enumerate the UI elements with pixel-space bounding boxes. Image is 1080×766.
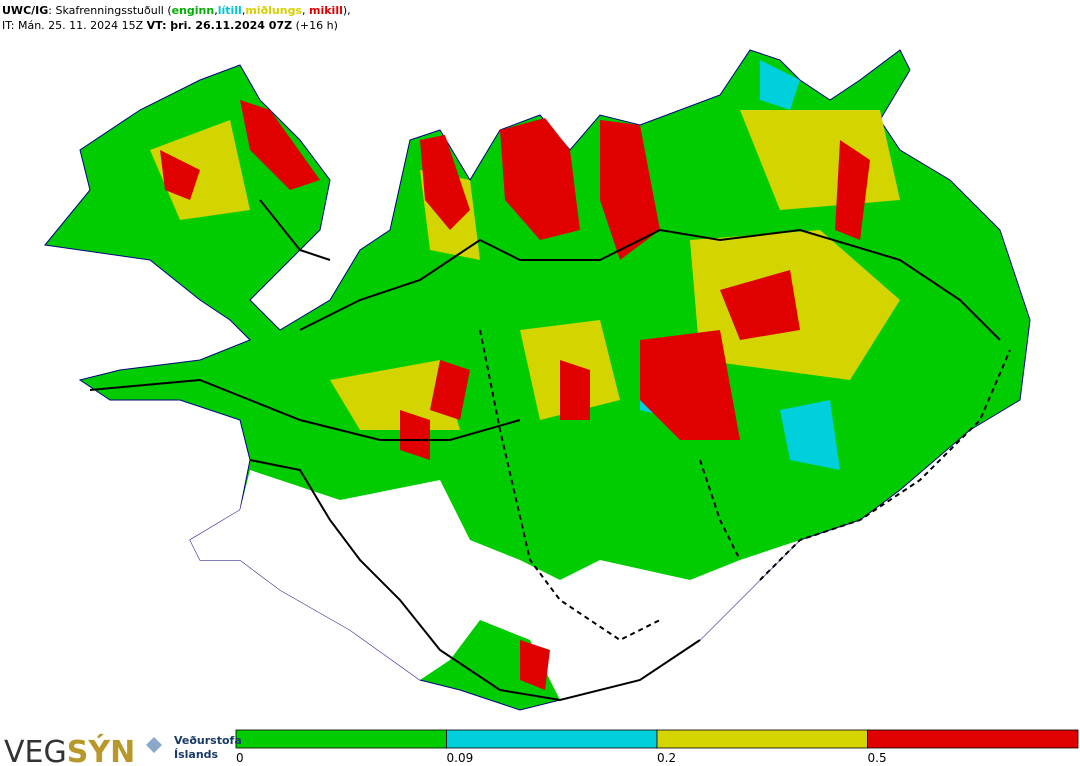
colorbar: 0 0.09 0.2 0.5	[235, 729, 1079, 765]
red-areas	[160, 100, 870, 690]
colorbar-segment	[446, 729, 658, 749]
header-text: ),	[342, 4, 351, 17]
header-line: IT: Mán. 25. 11. 2024 15Z VT: þri. 26.11…	[2, 18, 351, 33]
logo-right: SÝN	[67, 733, 135, 766]
header-text: miðlungs	[245, 4, 302, 17]
colorbar-tick-label: 0.09	[447, 751, 474, 765]
office-icon	[146, 737, 162, 753]
vegsyn-logo: VEGSÝN	[4, 733, 135, 766]
office-name: Veðurstofa	[174, 734, 242, 747]
colorbar-segment	[235, 729, 447, 749]
header-text: lítill	[217, 4, 242, 17]
colorbar-tick-label: 0	[236, 751, 244, 765]
header-text: enginn	[171, 4, 215, 17]
header-text: IT: Mán. 25. 11. 2024 15Z	[2, 19, 147, 32]
logo-left: VEG	[4, 735, 67, 766]
roads	[89, 199, 1011, 702]
header-text: UWC/IG	[2, 4, 49, 17]
header-text: mikill	[309, 4, 343, 17]
colorbar-tick-label: 0.5	[868, 751, 887, 765]
header-text: (+16 h)	[292, 19, 338, 32]
header-text: VT: þri. 26.11.2024 07Z	[146, 19, 293, 32]
header: UWC/IG: Skafrenningsstuðull (enginn,líti…	[2, 3, 351, 33]
colorbar-tick-label: 0.2	[657, 751, 676, 765]
header-text: ,	[214, 4, 218, 17]
no-data-area	[190, 470, 800, 700]
colorbar-segment	[867, 729, 1079, 749]
header-text: ,	[302, 4, 309, 17]
header-line: UWC/IG: Skafrenningsstuðull (enginn,líti…	[2, 3, 351, 18]
office-name: Íslands	[174, 748, 219, 761]
colorbar-segment	[656, 729, 868, 749]
header-text: ,	[241, 4, 246, 17]
header-text: : Skafrenningsstuðull (	[48, 4, 172, 17]
